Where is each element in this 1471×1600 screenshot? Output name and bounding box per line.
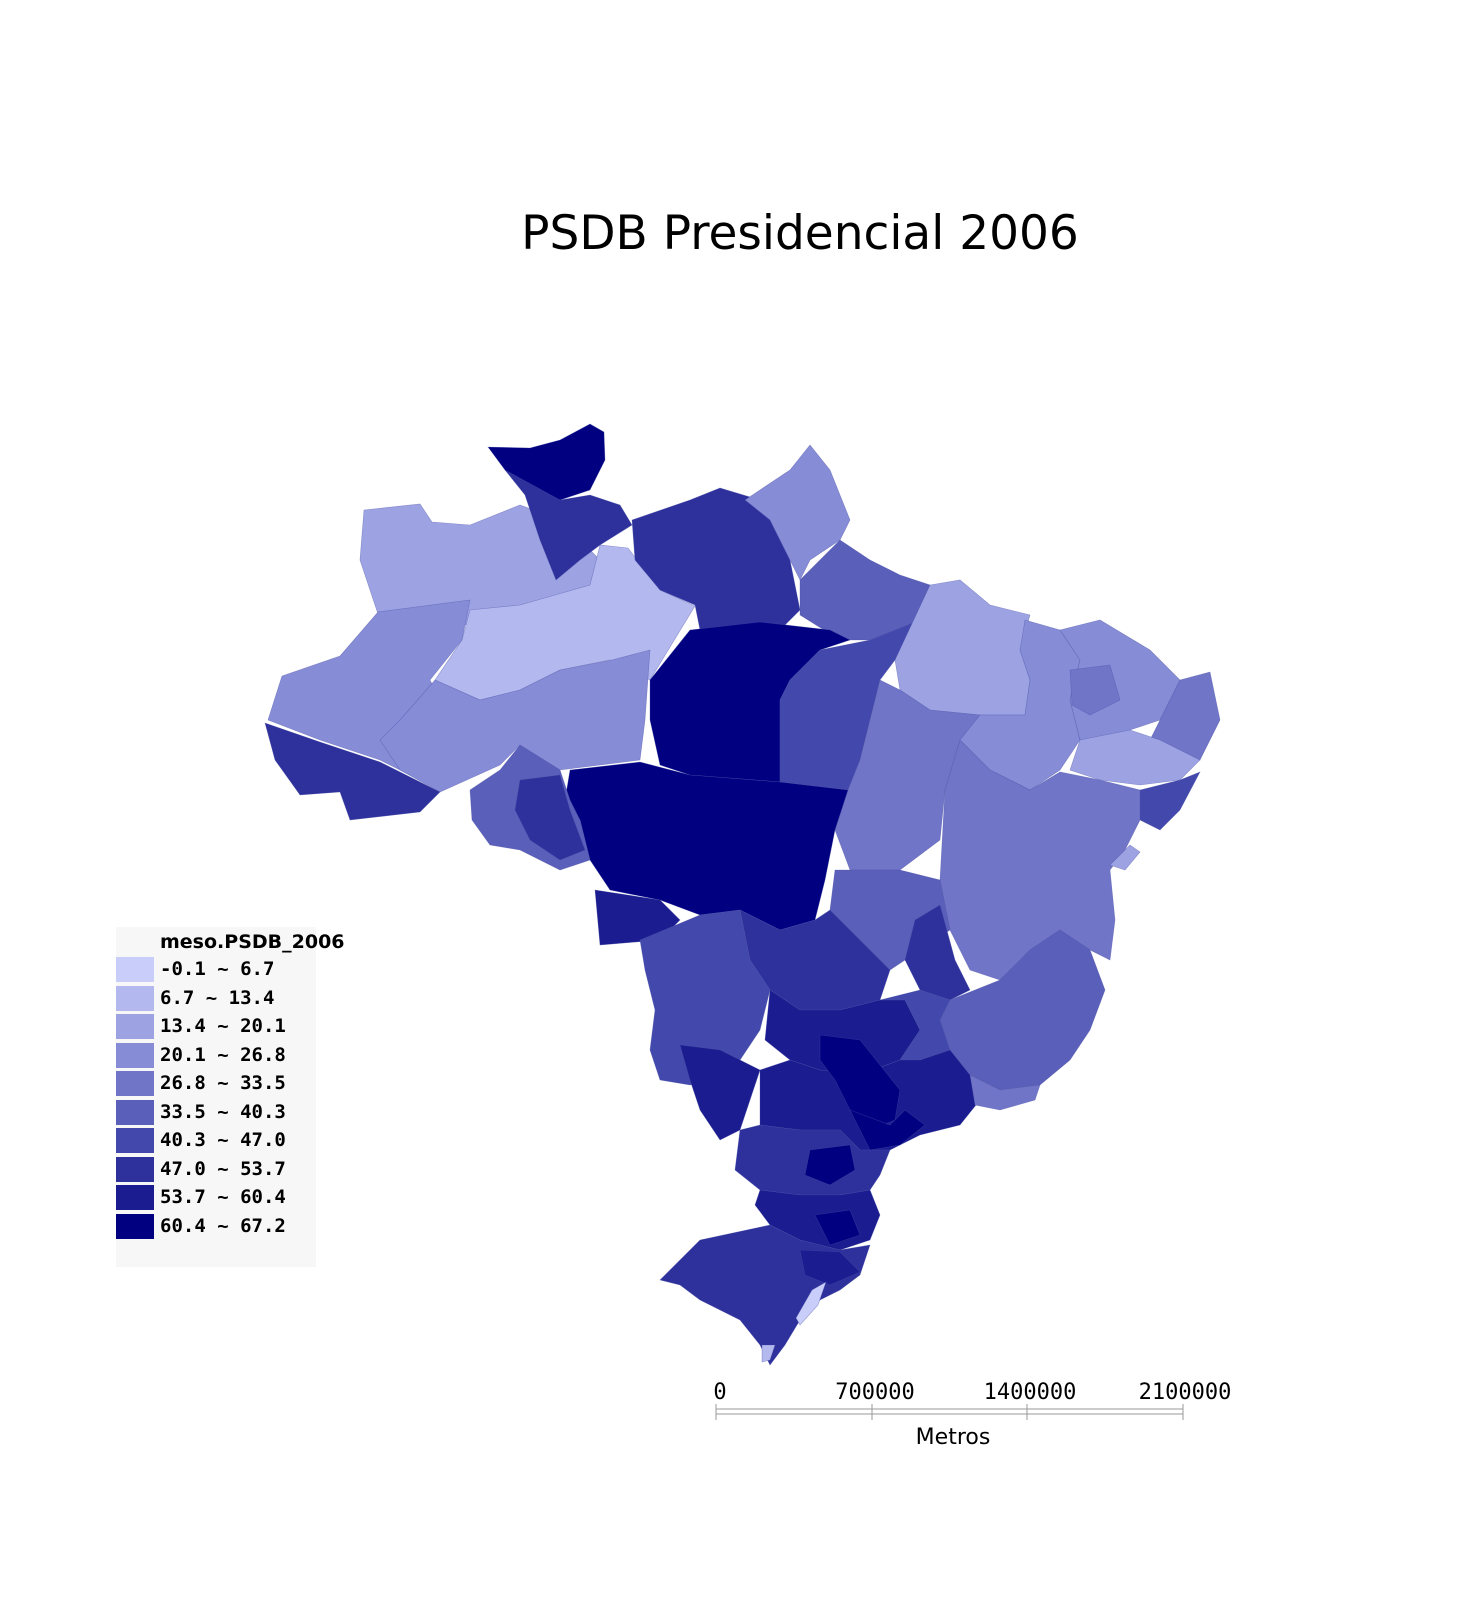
legend-label: -0.1 ~ 6.7 (160, 958, 275, 980)
region-rondonia-inner (514, 774, 586, 861)
legend-label: 53.7 ~ 60.4 (160, 1186, 286, 1208)
map-title: PSDB Presidencial 2006 (521, 206, 1079, 261)
scale-label-1: 700000 (835, 1380, 915, 1405)
legend-label: 40.3 ~ 47.0 (160, 1129, 286, 1151)
legend-title: meso.PSDB_2006 (160, 931, 345, 953)
map-legend: meso.PSDB_2006 -0.1 ~ 6.7 6.7 ~ 13.4 13.4 … (116, 927, 345, 1267)
region-goias-east (904, 904, 971, 1001)
legend-swatch (116, 1156, 154, 1182)
region-south-tip (761, 1344, 776, 1363)
region-rio-grande-sul-east (799, 1249, 861, 1286)
legend-item: -0.1 ~ 6.7 (116, 957, 316, 983)
region-roraima-north (487, 423, 606, 501)
legend-item: 6.7 ~ 13.4 (116, 985, 316, 1012)
scale-label-3: 2100000 (1138, 1380, 1232, 1405)
legend-swatch (116, 1213, 154, 1239)
legend-swatch (116, 1099, 154, 1125)
legend-item: 47.0 ~ 53.7 (116, 1156, 316, 1183)
legend-swatch (116, 957, 154, 982)
legend-label: 13.4 ~ 20.1 (160, 1015, 286, 1037)
legend-swatch (116, 1185, 154, 1210)
legend-item: 60.4 ~ 67.2 (116, 1213, 316, 1240)
region-amazonas-south (379, 649, 651, 793)
scale-label-2: 1400000 (983, 1380, 1077, 1405)
region-acre (264, 722, 441, 821)
legend-swatch (116, 1128, 154, 1153)
legend-label: 20.1 ~ 26.8 (160, 1043, 286, 1066)
legend-item: 26.8 ~ 33.5 (116, 1071, 316, 1097)
region-santa-catarina-core (814, 1209, 861, 1246)
legend-swatch (116, 1042, 154, 1068)
legend-item: 53.7 ~ 60.4 (116, 1185, 316, 1211)
legend-swatch (116, 985, 154, 1011)
legend-label: 6.7 ~ 13.4 (160, 986, 275, 1009)
legend-label: 47.0 ~ 53.7 (160, 1157, 286, 1180)
region-lagoa-dos-patos (795, 1281, 827, 1326)
region-roraima-south (504, 469, 633, 581)
region-tocantins (834, 679, 981, 871)
scale-label-0: 0 (713, 1380, 727, 1405)
region-para-northwest (631, 487, 801, 631)
legend-label: 33.5 ~ 40.3 (160, 1100, 286, 1123)
region-mato-grosso-sul-south (679, 1044, 761, 1141)
region-bahia (939, 739, 1141, 981)
legend-label: 26.8 ~ 33.5 (160, 1072, 286, 1094)
legend-swatch (116, 1014, 154, 1039)
legend-label: 60.4 ~ 67.2 (160, 1214, 286, 1237)
region-rio-janeiro (969, 1074, 1041, 1111)
region-sergipe (1109, 844, 1141, 871)
region-ceara-inner (1069, 664, 1121, 716)
legend-swatch (116, 1071, 154, 1096)
legend-item: 40.3 ~ 47.0 (116, 1128, 316, 1154)
region-parana-core (804, 1144, 856, 1186)
scale-unit-label: Metros (915, 1425, 991, 1450)
legend-item: 13.4 ~ 20.1 (116, 1014, 316, 1040)
legend-item: 20.1 ~ 26.8 (116, 1042, 316, 1069)
legend-item: 33.5 ~ 40.3 (116, 1099, 316, 1126)
